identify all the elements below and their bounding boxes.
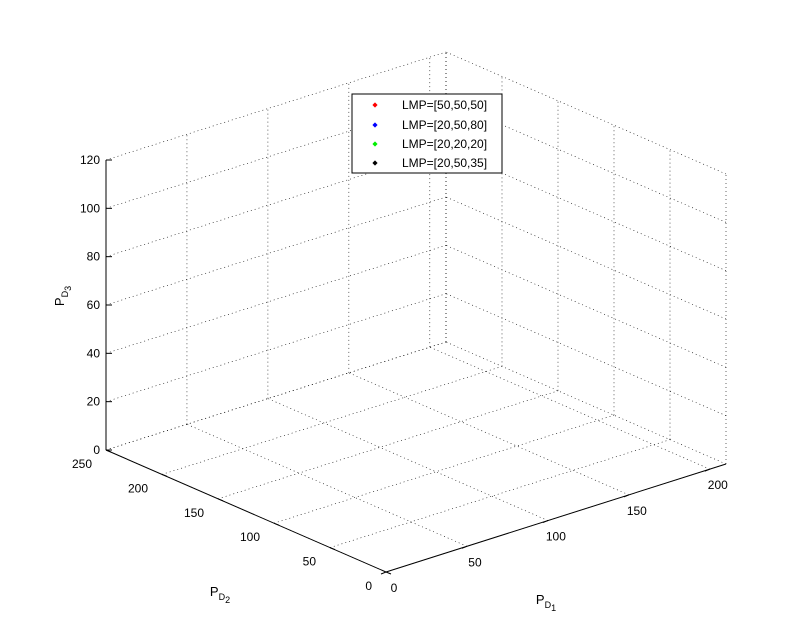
grid-line <box>445 100 727 223</box>
grid-line <box>445 341 727 465</box>
y-tick <box>329 547 336 551</box>
x-tick-label: 150 <box>627 504 647 518</box>
x-tick <box>623 494 630 498</box>
y-axis-label: PD2 <box>210 584 230 605</box>
legend-label: LMP=[20,50,35] <box>402 156 487 170</box>
x-tick <box>704 468 710 472</box>
legend-marker <box>372 160 378 166</box>
z-tick-label: 80 <box>87 250 101 264</box>
y-tick-label: 150 <box>184 506 204 520</box>
grid-line <box>348 372 629 496</box>
grid-line <box>105 341 447 451</box>
legend-label: LMP=[20,20,20] <box>402 137 487 151</box>
y-tick <box>161 473 168 477</box>
grid-line <box>445 245 727 368</box>
legend: LMP=[50,50,50] LMP=[20,50,80] LMP=[20,20… <box>351 93 503 174</box>
axes: 0501001502000501001502002500204060801001… <box>52 153 728 613</box>
y-tick-label: 100 <box>240 530 260 544</box>
x-tick-label: 200 <box>708 478 728 492</box>
x-tick-label: 50 <box>468 555 482 569</box>
x-tick <box>461 545 468 549</box>
y-tick-label: 250 <box>72 457 92 471</box>
y-tick-label: 200 <box>128 481 148 495</box>
legend-label: LMP=[20,50,80] <box>402 118 487 132</box>
x-axis-line <box>385 463 727 573</box>
y-tick-label: 50 <box>303 555 317 569</box>
z-tick-label: 0 <box>93 443 100 457</box>
grid-line <box>329 439 671 548</box>
z-tick-label: 40 <box>87 346 101 360</box>
legend-entry: LMP=[20,20,20] <box>372 137 487 151</box>
z-tick-label: 120 <box>80 153 100 167</box>
x-tick <box>380 571 387 575</box>
legend-entry: LMP=[50,50,50] <box>372 98 487 112</box>
y-tick <box>273 522 280 526</box>
legend-box <box>351 93 503 174</box>
y-tick-label: 0 <box>365 579 372 593</box>
legend-marker <box>372 122 378 128</box>
grid-line <box>273 414 615 524</box>
x-tick-label: 0 <box>391 581 398 595</box>
y-tick <box>385 571 392 575</box>
grid-line <box>105 341 447 451</box>
grid-line <box>105 293 447 402</box>
legend-entry: LMP=[20,50,80] <box>372 118 487 132</box>
z-axis-label: PD3 <box>52 286 73 306</box>
legend-label: LMP=[50,50,50] <box>402 98 487 112</box>
grid-line <box>445 148 727 271</box>
grid-line <box>186 424 468 547</box>
x-tick-label: 100 <box>546 530 566 544</box>
grid-line <box>217 390 559 500</box>
grid-line <box>445 51 727 175</box>
z-tick-label: 100 <box>80 201 100 215</box>
y-axis-line <box>105 449 387 573</box>
grid-line <box>429 346 710 470</box>
grid <box>105 51 727 573</box>
legend-entry: LMP=[20,50,35] <box>372 156 487 170</box>
legend-marker <box>372 141 378 147</box>
grid-line <box>445 293 727 416</box>
legend-marker <box>372 102 378 108</box>
x-axis-label: PD1 <box>536 592 556 613</box>
grid-line <box>161 366 503 475</box>
z-tick-label: 20 <box>87 395 101 409</box>
grid-line <box>445 196 727 320</box>
grid-line <box>105 196 447 306</box>
x-tick <box>542 520 549 524</box>
grid-line <box>105 245 447 354</box>
z-tick-label: 60 <box>87 298 101 312</box>
grid-line <box>267 398 549 521</box>
y-tick <box>217 498 224 502</box>
data-points <box>162 0 568 462</box>
